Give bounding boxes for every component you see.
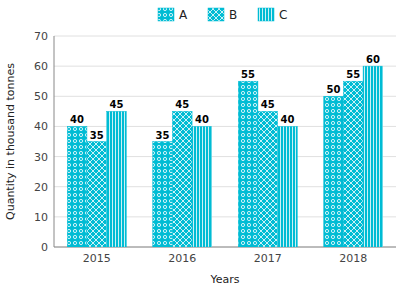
bar	[238, 81, 258, 247]
bar	[324, 96, 344, 247]
y-axis-label: Quantity in thousand tonnes	[4, 63, 17, 220]
y-tick-label: 10	[34, 211, 48, 224]
data-labels: 40 35 55 50 35 45 45 55 45 40 40 60	[70, 54, 380, 140]
bar	[363, 66, 383, 247]
legend-label: A	[179, 8, 188, 22]
grid	[54, 36, 396, 247]
y-tick-label: 40	[34, 120, 48, 133]
grid-line	[54, 36, 396, 37]
bar	[258, 111, 278, 247]
y-tick-label: 70	[34, 30, 48, 43]
x-tick-label: 2017	[254, 252, 282, 265]
data-label: 55	[241, 69, 255, 80]
legend-swatch	[158, 8, 174, 21]
grid-line	[54, 66, 396, 67]
data-label: 45	[175, 99, 189, 110]
data-label: 55	[346, 69, 360, 80]
x-tick-label: 2018	[339, 252, 367, 265]
data-label: 40	[70, 114, 84, 125]
data-label: 60	[366, 54, 380, 65]
legend-label: C	[279, 8, 287, 22]
data-label: 35	[90, 130, 104, 141]
legend-label: B	[229, 8, 237, 22]
bar	[87, 142, 107, 248]
bar	[192, 126, 212, 247]
x-tick-label: 2015	[83, 252, 111, 265]
y-tick-label: 0	[41, 241, 48, 254]
bar	[153, 142, 173, 248]
bar	[172, 111, 192, 247]
y-tick-label: 30	[34, 151, 48, 164]
bars	[67, 66, 382, 247]
y-tick-label: 20	[34, 181, 48, 194]
x-axis-label: Years	[209, 273, 239, 286]
bar	[278, 126, 298, 247]
data-label: 35	[156, 130, 170, 141]
legend-swatch	[258, 8, 274, 21]
chart-container: 0 10 20 30 40 50 60 70 40 35 55 50 35 45 45 55 45 40 40 60 2…	[0, 0, 408, 291]
data-label: 40	[195, 114, 209, 125]
bar	[107, 111, 127, 247]
legend-swatch	[208, 8, 224, 21]
y-tick-label: 60	[34, 60, 48, 73]
data-label: 50	[327, 84, 341, 95]
bar	[343, 81, 363, 247]
legend: A B C	[158, 8, 287, 22]
x-tick-label: 2016	[168, 252, 196, 265]
chart: 0 10 20 30 40 50 60 70 40 35 55 50 35 45 45 55 45 40 40 60 2…	[0, 0, 408, 291]
y-axis-line	[54, 36, 55, 247]
y-tick-label: 50	[34, 90, 48, 103]
data-label: 40	[280, 114, 294, 125]
data-label: 45	[261, 99, 275, 110]
data-label: 45	[109, 99, 123, 110]
bar	[67, 126, 87, 247]
